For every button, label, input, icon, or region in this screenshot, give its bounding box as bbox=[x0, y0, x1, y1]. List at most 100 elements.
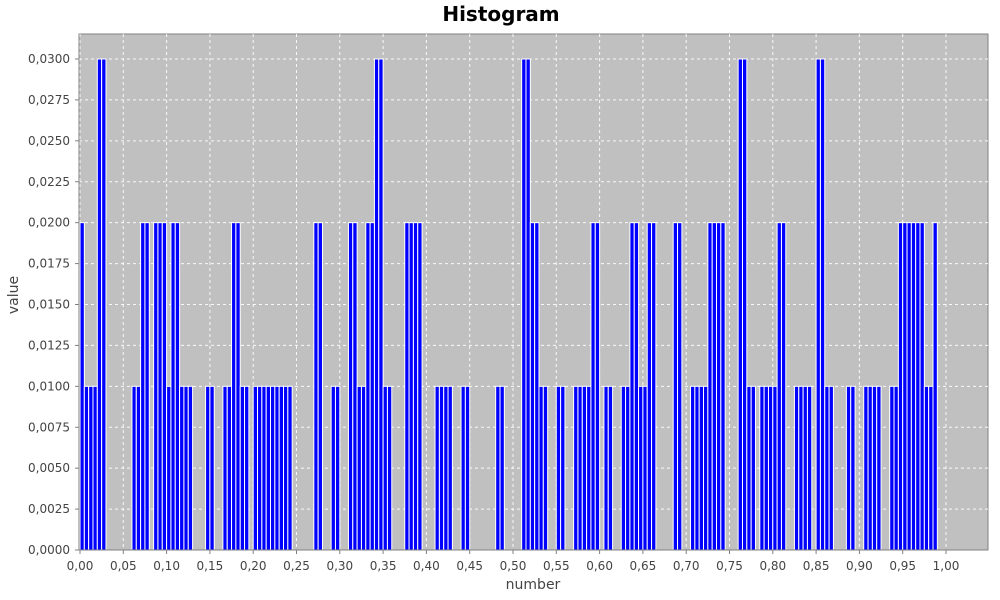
histogram-bar bbox=[270, 385, 276, 551]
histogram-bar bbox=[408, 222, 414, 551]
histogram-bar bbox=[369, 222, 375, 551]
histogram-bar bbox=[651, 222, 657, 551]
histogram-bar bbox=[638, 385, 644, 551]
histogram-bar bbox=[828, 385, 834, 551]
histogram-bar bbox=[776, 222, 782, 551]
y-tick-label: 0,0125 bbox=[28, 338, 70, 352]
x-tick-label: 0,25 bbox=[283, 559, 310, 573]
x-tick-label: 1,00 bbox=[933, 559, 960, 573]
histogram-bar bbox=[577, 385, 583, 551]
y-tick-label: 0,0075 bbox=[28, 420, 70, 434]
histogram-bar bbox=[897, 222, 904, 551]
x-tick-label: 0,15 bbox=[197, 559, 224, 573]
histogram-bar bbox=[495, 385, 501, 551]
x-tick-label: 0,30 bbox=[326, 559, 353, 573]
y-tick-label: 0,0100 bbox=[28, 379, 70, 393]
histogram-bar bbox=[707, 222, 713, 551]
histogram-bar bbox=[915, 222, 921, 551]
histogram-bar bbox=[166, 385, 172, 551]
histogram-bar bbox=[720, 222, 726, 551]
histogram-bar bbox=[603, 385, 609, 551]
histogram-bar bbox=[434, 385, 440, 551]
histogram-bar bbox=[629, 222, 635, 551]
histogram-bar bbox=[845, 385, 852, 551]
histogram-bar bbox=[806, 385, 813, 551]
x-tick-label: 0,75 bbox=[716, 559, 743, 573]
histogram-bar bbox=[625, 385, 631, 551]
y-tick-label: 0,0200 bbox=[28, 216, 70, 230]
histogram-bar bbox=[690, 385, 696, 551]
histogram-bar bbox=[746, 385, 752, 551]
histogram-bar bbox=[161, 222, 168, 551]
histogram-bar bbox=[581, 385, 588, 551]
histogram-bar bbox=[265, 385, 272, 551]
histogram-bar bbox=[590, 222, 596, 551]
x-tick-label: 0,50 bbox=[500, 559, 527, 573]
histogram-bar bbox=[404, 222, 410, 551]
y-axis-label: value bbox=[6, 276, 22, 314]
histogram-bar bbox=[352, 222, 358, 551]
histogram-bar bbox=[780, 222, 787, 551]
histogram-bar bbox=[759, 385, 765, 551]
y-tick-label: 0,0000 bbox=[28, 543, 70, 557]
histogram-bar bbox=[382, 385, 388, 551]
histogram-bar bbox=[850, 385, 856, 551]
y-tick-label: 0,0175 bbox=[28, 257, 70, 271]
x-tick-label: 0,10 bbox=[153, 559, 180, 573]
histogram-bar bbox=[347, 222, 354, 551]
histogram-bar bbox=[144, 222, 150, 551]
histogram-bar bbox=[317, 222, 323, 551]
histogram-bar bbox=[231, 222, 237, 551]
histogram-bar bbox=[83, 385, 90, 551]
y-tick-label: 0,0300 bbox=[28, 52, 70, 66]
histogram-bar bbox=[235, 222, 241, 551]
y-tick-label: 0,0225 bbox=[28, 175, 70, 189]
histogram-bar bbox=[278, 385, 285, 551]
histogram-bar bbox=[96, 58, 103, 551]
histogram-bar bbox=[594, 222, 601, 551]
histogram-bar bbox=[222, 385, 228, 551]
histogram-bar bbox=[876, 385, 882, 551]
histogram-bar bbox=[871, 385, 878, 551]
histogram-bar bbox=[79, 222, 85, 551]
histogram-bar bbox=[261, 385, 267, 551]
histogram-bar bbox=[902, 222, 908, 551]
histogram-bar bbox=[677, 222, 683, 551]
histogram-bar bbox=[131, 385, 137, 551]
histogram-bar bbox=[928, 385, 934, 551]
histogram-bar bbox=[140, 222, 146, 551]
histogram-bar bbox=[889, 385, 895, 551]
y-tick-label: 0,0150 bbox=[28, 298, 70, 312]
histogram-bar bbox=[183, 385, 189, 551]
histogram-bar bbox=[542, 385, 549, 551]
histogram-bar bbox=[521, 58, 527, 551]
histogram-bar bbox=[365, 222, 371, 551]
tick-labels-layer: 0,00 0,05 0,10 0,15 0,20 0,25 0,30 0,35 0,40 0,45… bbox=[28, 52, 959, 573]
histogram-bar bbox=[283, 385, 289, 551]
histogram-bar bbox=[179, 385, 185, 551]
histogram-bar bbox=[620, 385, 627, 551]
histogram-bar bbox=[135, 385, 142, 551]
histogram-bar bbox=[443, 385, 449, 551]
histogram-bar bbox=[793, 385, 800, 551]
histogram-bar bbox=[798, 385, 804, 551]
histogram-bar bbox=[893, 385, 899, 551]
histogram-bar bbox=[642, 385, 648, 551]
histogram-bar bbox=[919, 222, 925, 551]
histogram-bar bbox=[356, 385, 362, 551]
x-tick-label: 0,05 bbox=[110, 559, 137, 573]
histogram-bar bbox=[560, 385, 566, 551]
histogram-bar bbox=[417, 222, 423, 551]
histogram-bar bbox=[586, 385, 592, 551]
histogram-bar bbox=[499, 385, 505, 551]
histogram-bar bbox=[906, 222, 912, 551]
histogram-bar bbox=[711, 222, 718, 551]
y-tick-label: 0,0275 bbox=[28, 93, 70, 107]
histogram-bar bbox=[464, 385, 471, 551]
histogram-bar bbox=[88, 385, 94, 551]
histogram-bar bbox=[932, 222, 938, 551]
x-tick-label: 0,40 bbox=[413, 559, 440, 573]
histogram-bar bbox=[538, 385, 544, 551]
x-tick-label: 0,55 bbox=[543, 559, 570, 573]
histogram-bar bbox=[170, 222, 176, 551]
